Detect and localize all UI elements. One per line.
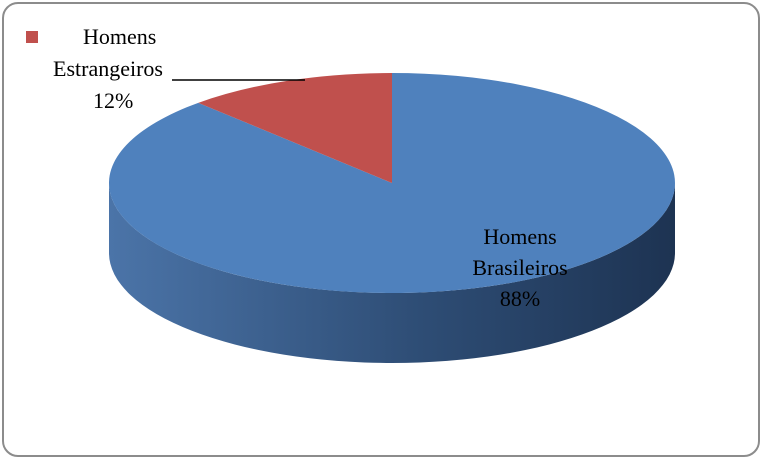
slice-label-estrangeiros-line2: Estrangeiros [53, 56, 163, 81]
pie-slice-homens-estrangeiros [198, 73, 392, 183]
slice-percent-brasileiros: 88% [500, 286, 540, 311]
slice-label-brasileiros-line2: Brasileiros [472, 255, 567, 280]
legend-marker [26, 31, 38, 43]
legend-label: Homens [83, 24, 156, 49]
pie-slice-homens-brasileiros [108, 73, 675, 293]
slice-percent-estrangeiros: 12% [93, 88, 133, 113]
slice-label-brasileiros-line1: Homens [483, 224, 556, 249]
pie-side-wall [109, 183, 675, 363]
